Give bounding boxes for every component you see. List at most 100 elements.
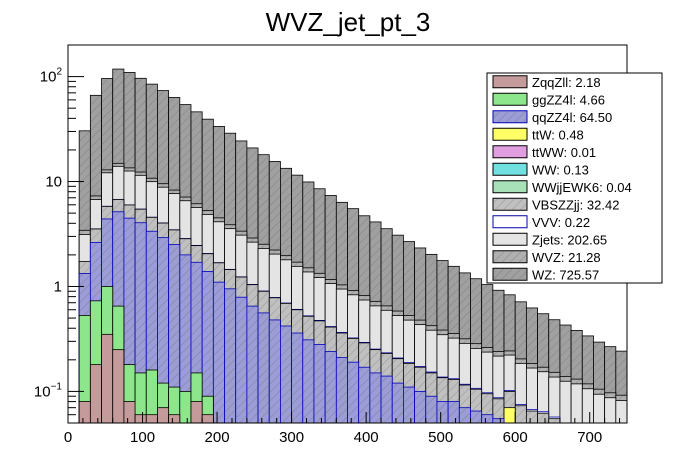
chart-title: WVZ_jet_pt_3	[266, 7, 431, 37]
bar-hatch-qqzz4l	[146, 231, 158, 423]
bar-zqqzll	[201, 414, 214, 424]
bar-ttw	[503, 407, 516, 424]
bar-zjets	[615, 400, 628, 424]
bar-hatch-qqzz4l	[481, 414, 493, 423]
bar-zjets	[581, 388, 594, 424]
bar-zqqzll	[112, 349, 125, 424]
bar-hatch-qqzz4l	[369, 372, 382, 423]
bar-hatch-qqzz4l	[313, 344, 326, 423]
bar-zqqzll	[168, 414, 181, 424]
histogram-bars	[78, 68, 628, 424]
legend-swatch-zqqzll	[492, 75, 528, 89]
bar-hatch-vbszzjj	[504, 391, 516, 423]
x-tick-label: 400	[354, 429, 379, 446]
x-tick-label: 300	[279, 429, 304, 446]
bar-zqqzll	[134, 414, 147, 424]
bar-zjets	[593, 393, 606, 424]
legend-label-qqzz4l: qqZZ4l: 64.50	[532, 110, 612, 125]
bar-hatch-wz	[548, 319, 560, 423]
legend-label-vbszzjj: VBSZZjj: 32.42	[532, 197, 619, 212]
y-tick-label: 1	[54, 278, 62, 295]
bar-hatch-qqzz4l	[190, 262, 203, 423]
bar-zqqzll	[145, 414, 158, 424]
bar-zqqzll	[78, 401, 91, 424]
bar-hatch-qqzz4l	[358, 367, 370, 423]
bar-hatch-qqzz4l	[291, 333, 303, 423]
x-tick-label: 600	[503, 429, 528, 446]
legend-swatch-hatch	[493, 110, 527, 123]
bar-hatch-qqzz4l	[302, 339, 314, 423]
bar-hatch-vbszzjj	[481, 393, 493, 423]
legend: ZqqZll: 2.18 ggZZ4l: 4.66 qqZZ4l: 64.50 ttW…	[486, 72, 663, 284]
legend-label-wvz: WVZ: 21.28	[532, 250, 601, 265]
bar-hatch-wz	[615, 351, 627, 423]
bar-zjets	[570, 383, 583, 424]
legend-swatch-zjets	[492, 232, 528, 246]
bar-hatch-qqzz4l	[179, 254, 191, 423]
legend-label-ggzz4l: ggZZ4l: 4.66	[532, 92, 605, 107]
bar-hatch-wz	[604, 346, 616, 423]
bar-hatch-qqzz4l	[213, 282, 225, 423]
bar-zjets	[559, 380, 572, 424]
legend-swatch-hatch	[493, 268, 527, 281]
bar-hatch-qqzz4l	[135, 222, 147, 423]
legend-label-ttww: ttWW: 0.01	[532, 145, 596, 160]
bar-hatch-qqzz4l	[123, 218, 136, 423]
bar-hatch-qqzz4l	[403, 387, 415, 423]
bar-hatch-qqzz4l	[235, 297, 247, 423]
bar-hatch-vbszzjj	[470, 389, 482, 423]
bar-hatch-vbszzjj	[526, 411, 538, 423]
legend-label-ww: WW: 0.13	[532, 162, 589, 177]
bar-hatch-qqzz4l	[269, 319, 281, 423]
bar-hatch-vbszzjj	[537, 413, 549, 423]
legend-swatch-ttw	[492, 127, 528, 141]
bar-hatch-qqzz4l	[459, 407, 471, 423]
x-tick-label: 500	[428, 429, 453, 446]
bar-zqqzll	[123, 401, 136, 424]
axes: 0 100 200 300 400 500 600 700 10−1 1 10 102	[34, 44, 621, 446]
legend-swatch-wwjjewk6	[492, 180, 528, 194]
series-ttw	[503, 407, 516, 424]
bar-hatch-qqzz4l	[280, 326, 292, 423]
bar-hatch-vbszzjj	[436, 377, 449, 423]
bar-hatch-qqzz4l	[202, 271, 214, 423]
y-tick-label: 10−1	[34, 381, 63, 400]
legend-label-vvv: VVV: 0.22	[532, 215, 590, 230]
legend-box	[486, 72, 663, 284]
x-tick-label: 0	[64, 429, 72, 446]
legend-label-wz: WZ: 725.57	[532, 267, 599, 282]
bar-hatch-qqzz4l	[436, 401, 449, 423]
bar-hatch-qqzz4l	[347, 362, 359, 423]
legend-swatch-ttww	[492, 145, 528, 159]
bar-hatch-wz	[593, 342, 605, 423]
x-tick-label: 100	[130, 429, 155, 446]
bar-zjets	[548, 376, 561, 424]
bar-zqqzll	[157, 407, 170, 424]
bar-hatch-qqzz4l	[336, 357, 348, 423]
bar-zqqzll	[190, 401, 203, 424]
legend-swatch-vvv	[492, 215, 528, 229]
bar-ggzz4l	[179, 391, 192, 424]
bar-hatch-qqzz4l	[381, 376, 393, 423]
bar-hatch-wz	[559, 325, 572, 423]
bar-hatch-qqzz4l	[425, 396, 437, 423]
legend-label-wwjjewk6: WWjjEWK6: 0.04	[532, 180, 632, 195]
bar-hatch-wz	[582, 335, 594, 423]
bar-hatch-qqzz4l	[246, 306, 259, 423]
bar-hatch-vbszzjj	[515, 405, 527, 423]
legend-label-ttw: ttW: 0.48	[532, 127, 584, 142]
bar-hatch-qqzz4l	[325, 351, 337, 423]
bar-hatch-qqzz4l	[392, 383, 404, 423]
bar-zqqzll	[101, 333, 114, 424]
legend-label-zqqzll: ZqqZll: 2.18	[532, 75, 601, 90]
y-tick-label: 10	[45, 174, 62, 191]
y-tick-label: 102	[40, 67, 63, 86]
legend-swatch-ww	[492, 162, 528, 176]
legend-swatch-hatch	[493, 250, 527, 263]
bar-hatch-qqzz4l	[414, 391, 426, 423]
bar-zjets	[604, 397, 617, 424]
bar-hatch-qqzz4l	[224, 288, 236, 423]
bar-hatch-qqzz4l	[470, 411, 482, 423]
bar-hatch-qqzz4l	[492, 418, 505, 423]
